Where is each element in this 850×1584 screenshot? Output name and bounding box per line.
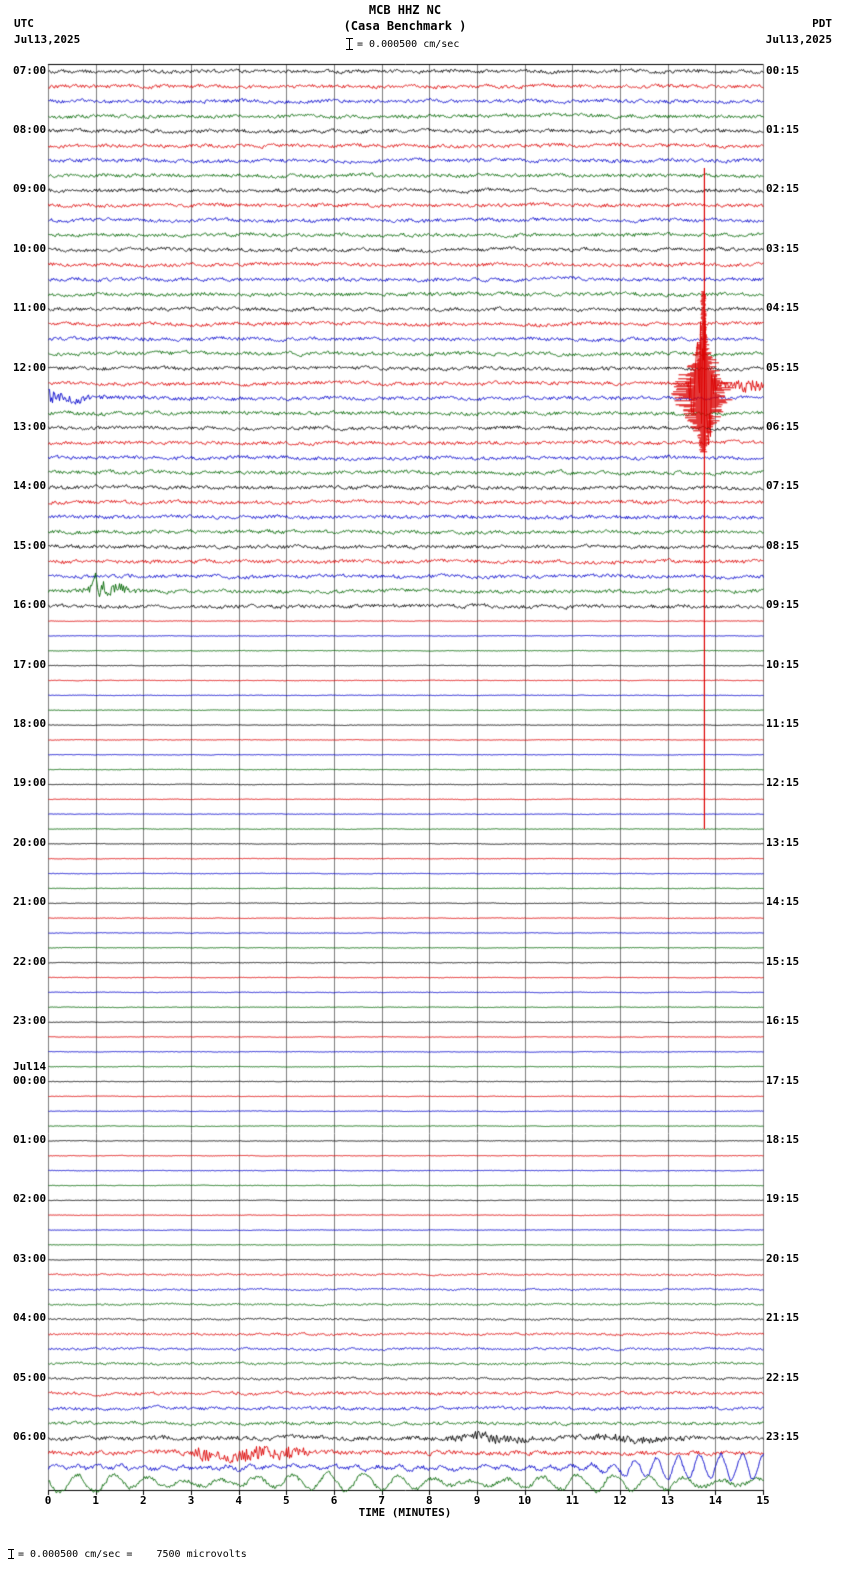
x-tick-label: 10 [518,1494,532,1507]
footer-scale-note: = 0.000500 cm/sec = 7500 microvolts [8,1549,247,1560]
utc-hour-label: 22:00 [13,954,47,968]
x-tick-label: 11 [565,1494,579,1507]
utc-hour-label: 15:00 [13,538,47,552]
utc-timezone: UTC [14,17,34,30]
pdt-hour-label: 18:15 [766,1132,800,1146]
utc-hour-label: 04:00 [13,1311,47,1325]
x-tick-label: 14 [708,1494,722,1507]
x-tick-label: 0 [44,1494,52,1507]
pdt-hour-label: 08:15 [766,538,800,552]
x-tick-label: 9 [473,1494,481,1507]
pdt-hour-label: 21:15 [766,1311,800,1325]
x-tick-label: 12 [613,1494,627,1507]
pdt-hour-label: 04:15 [766,301,800,315]
utc-day-label: Jul14 [13,1059,47,1073]
pdt-hour-label: 11:15 [766,717,800,731]
utc-hour-label: 19:00 [13,776,47,790]
x-tick-label: 15 [756,1494,770,1507]
pdt-hour-label: 14:15 [766,895,800,909]
utc-hour-label: 10:00 [13,241,47,255]
pdt-hour-label: 06:15 [766,419,800,433]
pdt-hour-label: 15:15 [766,954,800,968]
x-tick-label: 8 [426,1494,433,1507]
x-tick-label: 3 [187,1494,195,1507]
x-tick-label: 13 [661,1494,675,1507]
pdt-hour-label: 05:15 [766,360,800,374]
x-tick-label: 5 [283,1494,290,1507]
pdt-hour-label: 23:15 [766,1429,800,1443]
utc-hour-label: 01:00 [13,1132,47,1146]
x-tick-label: 4 [235,1494,242,1507]
pdt-hour-label: 20:15 [766,1251,800,1265]
utc-hour-label: 18:00 [13,717,47,731]
station-title: MCB HHZ NC [368,3,442,17]
x-tick-label: 1 [92,1494,99,1507]
pdt-hour-label: 00:15 [766,63,800,77]
scale-label: = 0.000500 cm/sec [357,39,460,50]
pdt-hour-label: 10:15 [766,657,800,671]
x-tick-label: 6 [330,1494,338,1507]
utc-hour-label: 13:00 [13,419,47,433]
station-subtitle: (Casa Benchmark ) [343,19,467,33]
pdt-hour-label: 07:15 [766,479,800,493]
utc-hour-label: 17:00 [13,657,47,671]
pdt-hour-label: 12:15 [766,776,800,790]
utc-hour-label: 23:00 [13,1014,47,1028]
utc-hour-label: 03:00 [13,1251,47,1265]
utc-hour-label: 16:00 [13,598,47,612]
pdt-hour-label: 22:15 [766,1370,800,1384]
footer-note-text: = 0.000500 cm/sec = 7500 microvolts [18,1549,247,1560]
pdt-date: Jul13,2025 [765,33,832,46]
utc-hour-label: 05:00 [13,1370,47,1384]
pdt-hour-label: 19:15 [766,1192,800,1206]
utc-hour-label: 11:00 [13,301,47,315]
utc-hour-label: 12:00 [13,360,47,374]
pdt-timezone: PDT [812,17,832,30]
utc-hour-label: 09:00 [13,182,47,196]
x-tick-label: 7 [378,1494,385,1507]
utc-hour-label: 07:00 [13,63,47,77]
scale-indicator: = 0.000500 cm/sec [346,38,459,50]
pdt-hour-label: 09:15 [766,598,800,612]
pdt-hour-label: 16:15 [766,1014,800,1028]
utc-hour-label: 20:00 [13,835,47,849]
x-tick-label: 2 [140,1494,147,1507]
utc-hour-label: 14:00 [13,479,47,493]
utc-date: Jul13,2025 [14,33,81,46]
pdt-hour-label: 03:15 [766,241,800,255]
pdt-hour-label: 01:15 [766,122,800,136]
utc-hour-label: 08:00 [13,122,47,136]
utc-hour-label: 21:00 [13,895,47,909]
utc-hour-label: 06:00 [13,1429,47,1443]
scale-bar-icon [8,1549,14,1559]
pdt-hour-label: 13:15 [766,835,800,849]
utc-hour-label: 00:00 [13,1073,47,1087]
x-axis-title: TIME (MINUTES) [358,1506,452,1519]
scale-bar-icon [346,38,353,50]
utc-hour-label: 02:00 [13,1192,47,1206]
pdt-hour-label: 02:15 [766,182,800,196]
pdt-hour-label: 17:15 [766,1073,800,1087]
